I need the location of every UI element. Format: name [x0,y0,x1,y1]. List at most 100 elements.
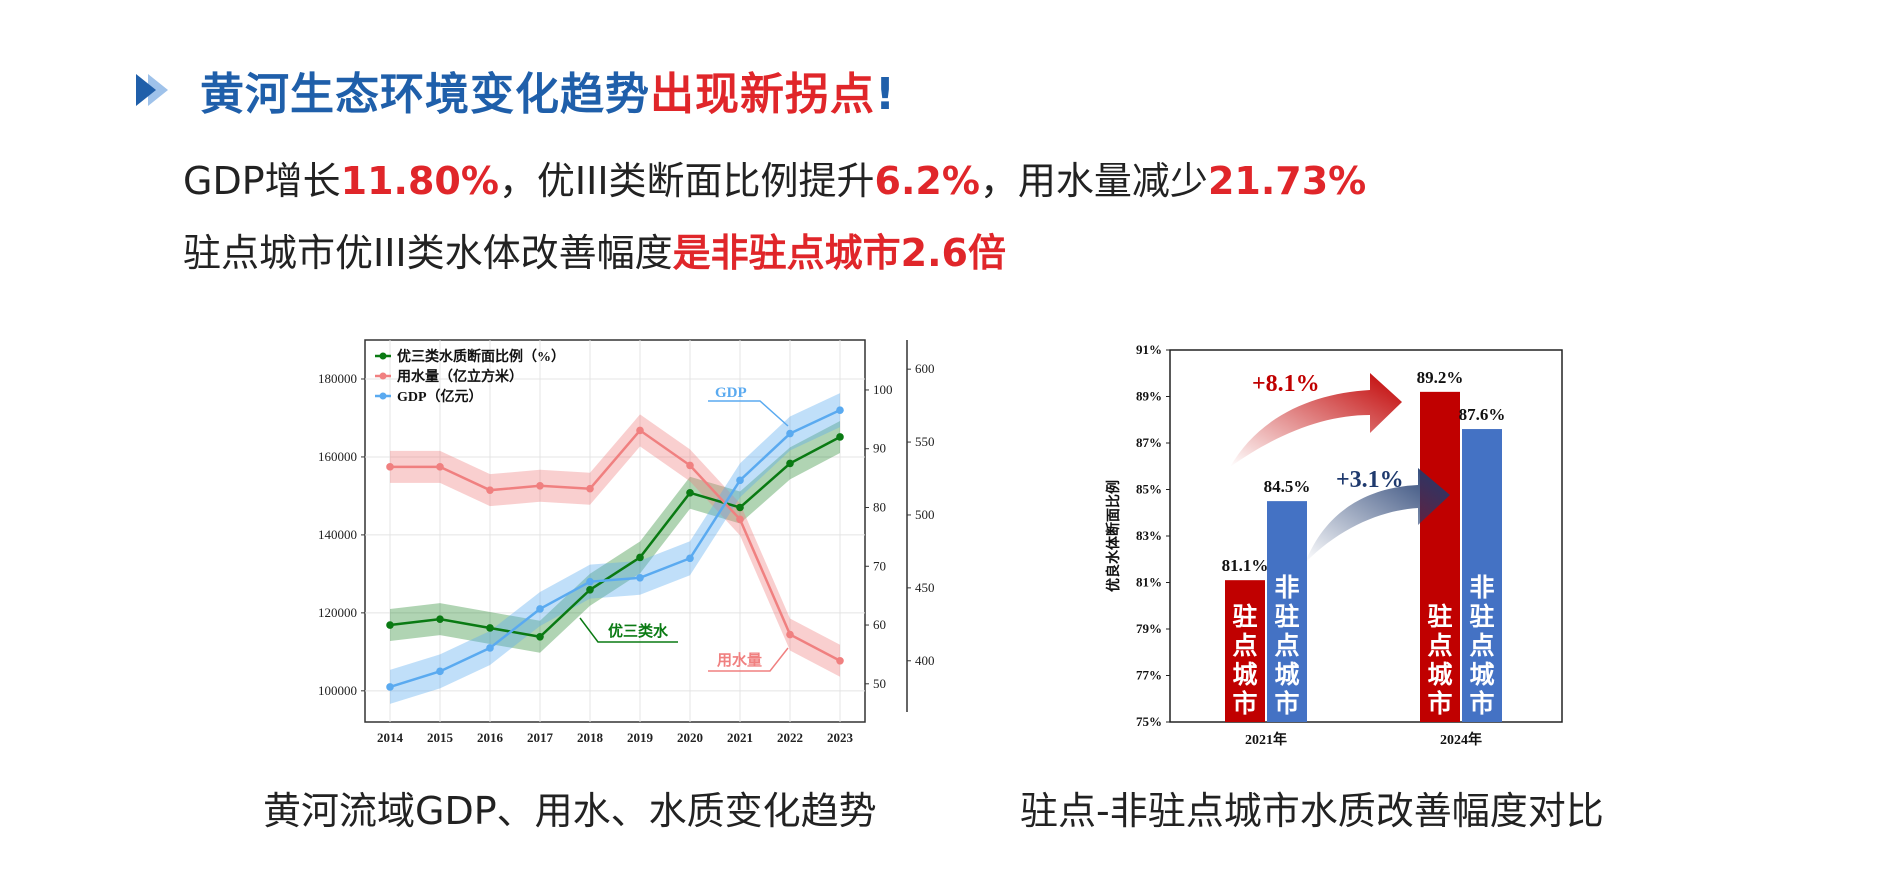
arrow-up-right-icon [1230,373,1402,467]
data-point [836,656,844,665]
data-point [386,683,394,691]
data-point [636,426,644,435]
bar-inner-label: 非驻点城市 [1469,574,1494,718]
comparison-bar-chart: 75% 77% 79% 81% 83% 85% 87% 89% 91% 优良水体断面比例 2021年… [1105,342,1563,748]
bar-value-label: 89.2% [1417,368,1464,387]
y-right-tick-label: 400 [915,653,935,668]
y-mid-tick-label: 70 [873,558,886,573]
y-tick-label: 83% [1136,528,1162,543]
series-band [390,420,840,653]
data-point [436,463,444,471]
y-tick-label: 89% [1136,389,1162,404]
summary-line-1: GDP增长11.80%，优III类断面比例提升6.2%，用水量减少21.73% [183,150,1366,205]
annotation-leader [708,647,789,672]
y-left-tick-label: 160000 [318,449,357,464]
arrow-up-right-icon [1305,468,1450,563]
series-line [389,435,841,639]
x-tick-label: 2017 [527,730,554,745]
data-point [586,484,594,493]
arrow-label: +3.1% [1336,467,1404,493]
data-point [536,482,544,490]
data-point [636,573,644,582]
series-line [390,428,841,662]
x-tick-label: 2015 [427,730,454,745]
legend-label: 用水量（亿立方米） [397,368,523,385]
data-point [636,553,644,562]
title-part1: 黄河生态环境变化趋势 [200,69,650,120]
data-point [486,644,494,652]
bar-value-label: 87.6% [1459,405,1506,424]
series-line [389,409,841,689]
legend-marker [379,352,387,360]
summary-text: ，用水量减少 [979,159,1208,203]
data-point [386,463,394,471]
y-right-tick-label: 500 [915,507,935,522]
x-tick-label: 2022 [777,730,803,745]
x-tick-label: 2016 [477,730,504,745]
data-point [586,577,594,586]
legend-marker [379,392,387,400]
y-tick-label: 75% [1136,714,1162,729]
annotation-excellent-water: 优三类水 [608,622,669,640]
summary-line-2: 驻点城市优III类水体改善幅度是非驻点城市2.6倍 [183,222,1006,277]
y-axis-label: 优良水体断面比例 [1105,480,1122,592]
plot-frame [364,339,866,723]
y-mid-tick-label: 50 [873,676,886,691]
x-tick-label: 2021年 [1245,731,1287,748]
series-band [390,414,840,677]
y-mid-tick-label: 90 [873,441,886,456]
x-tick-label: 2024年 [1440,731,1482,748]
y-right-tick-label: 600 [915,361,935,376]
data-point [486,486,494,494]
y-tick-label: 91% [1136,342,1162,357]
page-title: 黄河生态环境变化趋势出现新拐点! [134,60,896,120]
y-tick-label: 85% [1136,482,1162,497]
data-point [736,476,744,485]
x-tick-label: 2018 [577,730,604,745]
series-band [390,393,840,704]
summary-value: 11.80% [340,159,499,203]
bar-inner-label: 驻点城市 [1232,603,1257,718]
y-mid-tick-label: 80 [873,499,886,514]
data-point [736,503,744,512]
bar [1462,429,1502,722]
legend-label: 优三类水质断面比例（%） [397,348,565,365]
bar [1420,391,1460,722]
data-point [686,461,694,470]
title-part2: 出现新拐点 [650,69,875,120]
summary-text: ，优III类断面比例提升 [498,159,875,203]
title-excl: ! [875,69,897,120]
bar-inner-label: 驻点城市 [1427,603,1452,718]
data-point [836,433,844,441]
data-point [386,621,394,629]
y-tick-label: 79% [1136,621,1162,636]
data-point [436,615,444,623]
annotation-water-use: 用水量 [717,651,762,669]
y-tick-label: 77% [1136,668,1162,683]
x-tick-label: 2014 [377,730,404,745]
data-point [786,459,794,468]
data-point [586,585,594,594]
x-tick-label: 2019 [627,730,654,745]
legend-label: GDP（亿元） [397,388,483,405]
bar [1225,580,1265,722]
summary-value: 是非驻点城市2.6倍 [672,231,1006,275]
y-mid-tick-label: 60 [873,617,886,632]
y-left-tick-label: 140000 [318,527,357,542]
data-point [736,515,744,524]
summary-text: GDP增长 [183,159,341,203]
summary-value: 6.2% [874,159,980,203]
data-point [786,429,794,438]
y-mid-tick-label: 100 [873,382,893,397]
bar-value-label: 84.5% [1264,477,1311,496]
arrow-label: +8.1% [1252,371,1320,397]
data-point [436,667,444,676]
data-point [836,406,844,414]
bar-value-label: 81.1% [1222,556,1269,575]
data-point [686,489,694,497]
x-tick-label: 2021 [727,730,753,745]
y-right-tick-label: 550 [915,434,935,449]
legend-marker [379,372,387,380]
summary-value: 21.73% [1207,159,1367,203]
data-point [536,632,544,641]
